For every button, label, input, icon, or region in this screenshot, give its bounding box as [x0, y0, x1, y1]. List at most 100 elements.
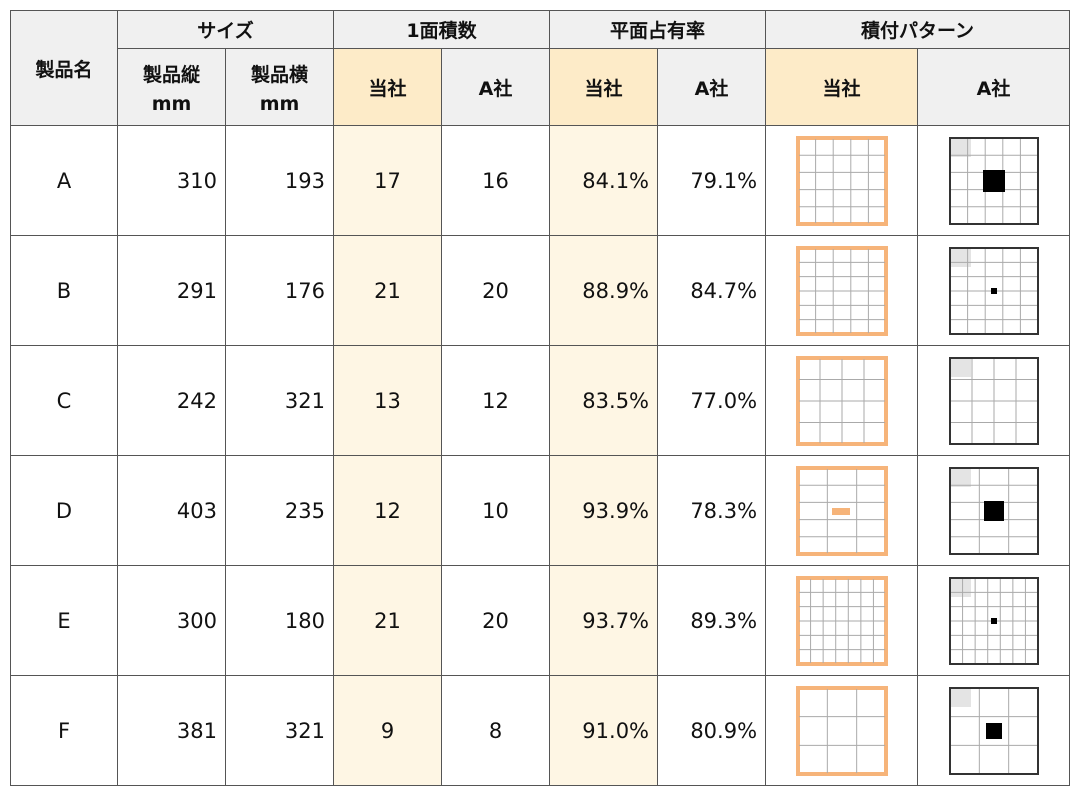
cell: 16 — [440, 125, 551, 236]
cell: C — [10, 345, 118, 456]
cell: 180 — [225, 565, 334, 676]
cell: A — [10, 125, 118, 236]
cell: 235 — [225, 455, 334, 566]
data-row: A 310 193 17 16 84.1% 79.1% — [10, 125, 1071, 236]
header-cell: 当社 — [333, 48, 442, 126]
pattern-diagram — [948, 246, 1039, 335]
header-cell: 製品名 — [10, 10, 118, 126]
data-row: E 300 180 21 20 93.7% 89.3% — [10, 565, 1071, 676]
data-table: 製品名 サイズ 1面積数 平面占有率 積付パターン 製品縦 mm 製品横 mm 当社 A社 当社 A社当… — [10, 10, 1071, 786]
pattern-cell — [765, 125, 919, 236]
pattern-diagram — [948, 356, 1039, 445]
pattern-shape — [950, 578, 971, 597]
cell: B — [10, 235, 118, 346]
cell: 88.9% — [549, 235, 659, 346]
header-group: 1面積数 — [332, 10, 551, 49]
pattern-diagram — [795, 575, 888, 666]
cell: 193 — [225, 125, 334, 236]
header-row: 製品縦 mm 製品横 mm 当社 A社 当社 A社 当社 A社 — [11, 48, 1071, 126]
cell: 93.9% — [549, 455, 659, 566]
pattern-shape — [795, 135, 888, 226]
pattern-diagram — [948, 686, 1039, 775]
cell: 84.7% — [657, 235, 767, 346]
pattern-shape — [950, 468, 971, 487]
cell: 176 — [225, 235, 334, 346]
cell: 381 — [117, 675, 226, 786]
data-row: C 242 321 13 12 83.5% 77.0% — [10, 345, 1071, 456]
pattern-shape — [983, 500, 1004, 521]
pattern-shape — [985, 722, 1002, 739]
header-unit: mm — [259, 92, 300, 115]
header-cell: A社 — [917, 48, 1071, 126]
pattern-shape — [831, 507, 850, 515]
pattern-shape — [950, 138, 971, 157]
data-row: B 291 176 21 20 88.9% 84.7% — [10, 235, 1071, 346]
cell: 300 — [117, 565, 226, 676]
cell: 242 — [117, 345, 226, 456]
header-group: 積付パターン — [765, 10, 1071, 49]
cell: 84.1% — [549, 125, 659, 236]
header-cell: 当社 — [765, 48, 919, 126]
cell: 310 — [117, 125, 226, 236]
cell: 17 — [333, 125, 442, 236]
cell: 83.5% — [549, 345, 659, 456]
cell: 89.3% — [657, 565, 767, 676]
pattern-cell — [765, 565, 919, 676]
data-row: D 403 235 12 10 93.9% 78.3% — [10, 455, 1071, 566]
cell: 8 — [440, 675, 551, 786]
header-cell: 製品横 mm — [225, 48, 334, 126]
cell: 93.7% — [549, 565, 659, 676]
cell: 20 — [440, 565, 551, 676]
header-cell: 製品縦 mm — [117, 48, 226, 126]
pattern-diagram — [948, 466, 1039, 555]
header-cell: 当社 — [549, 48, 659, 126]
cell: 12 — [333, 455, 442, 566]
cell: 9 — [333, 675, 442, 786]
cell: 10 — [440, 455, 551, 566]
cell: F — [10, 675, 118, 786]
cell: 12 — [440, 345, 551, 456]
pattern-shape — [950, 688, 971, 707]
pattern-cell — [765, 235, 919, 346]
table-container: 製品名 サイズ 1面積数 平面占有率 積付パターン 製品縦 mm 製品横 mm 当社 A社 当社 A社当… — [10, 10, 1071, 786]
header-group: 平面占有率 — [549, 10, 767, 49]
pattern-shape — [795, 685, 888, 776]
cell: 20 — [440, 235, 551, 346]
cell: E — [10, 565, 118, 676]
pattern-diagram — [948, 576, 1039, 665]
header-group: サイズ — [117, 10, 334, 49]
cell: 21 — [333, 235, 442, 346]
pattern-shape — [982, 169, 1005, 192]
header-label: 製品縦 — [142, 63, 200, 86]
pattern-cell — [765, 345, 919, 456]
pattern-diagram — [795, 465, 888, 556]
pattern-cell — [765, 455, 919, 566]
cell: 79.1% — [657, 125, 767, 236]
pattern-diagram — [795, 135, 888, 226]
pattern-shape — [990, 617, 997, 624]
pattern-cell — [765, 675, 919, 786]
cell: 78.3% — [657, 455, 767, 566]
data-row: F 381 321 9 8 91.0% 80.9% — [10, 675, 1071, 786]
cell: 80.9% — [657, 675, 767, 786]
cell: D — [10, 455, 118, 566]
pattern-diagram — [948, 136, 1039, 225]
pattern-cell — [917, 675, 1071, 786]
cell: 321 — [225, 675, 334, 786]
cell: 403 — [117, 455, 226, 566]
pattern-cell — [917, 125, 1071, 236]
header-cell: A社 — [657, 48, 767, 126]
cell: 321 — [225, 345, 334, 456]
cell: 21 — [333, 565, 442, 676]
header-unit: mm — [151, 92, 192, 115]
pattern-diagram — [795, 685, 888, 776]
pattern-diagram — [795, 355, 888, 446]
pattern-shape — [990, 287, 997, 294]
cell: 91.0% — [549, 675, 659, 786]
header-label: 製品横 — [250, 63, 308, 86]
pattern-cell — [917, 455, 1071, 566]
cell: 291 — [117, 235, 226, 346]
pattern-cell — [917, 345, 1071, 456]
pattern-cell — [917, 235, 1071, 346]
pattern-cell — [917, 565, 1071, 676]
